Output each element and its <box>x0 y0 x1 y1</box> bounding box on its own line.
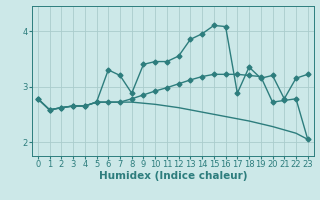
X-axis label: Humidex (Indice chaleur): Humidex (Indice chaleur) <box>99 171 247 181</box>
